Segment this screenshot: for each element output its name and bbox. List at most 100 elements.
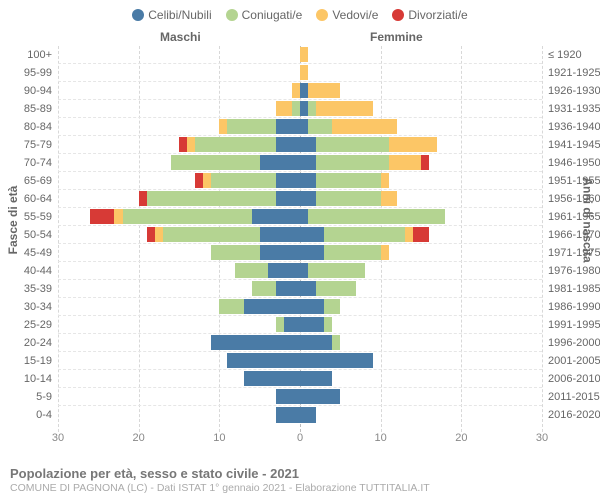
bar-segment (300, 119, 308, 134)
bar-segment (260, 227, 300, 242)
bar-segment (421, 155, 429, 170)
pyramid-row: 25-291991-1995 (58, 316, 542, 334)
bar-segment (227, 353, 300, 368)
bar-segment (300, 173, 316, 188)
bar-segment (284, 317, 300, 332)
plot-area: 100+≤ 192095-991921-192590-941926-193085… (58, 46, 542, 432)
bar-segment (203, 173, 211, 188)
bar-segment (300, 65, 308, 80)
birth-year-label: 1926-1930 (548, 82, 600, 100)
birth-year-label: ≤ 1920 (548, 46, 582, 64)
bar-segment (276, 281, 300, 296)
bar-segment (300, 209, 308, 224)
bar-segment (300, 227, 324, 242)
bar-segment (147, 227, 155, 242)
bar-segment (219, 299, 243, 314)
age-label: 55-59 (24, 208, 52, 226)
bar-segment (316, 137, 389, 152)
female-bar (300, 353, 373, 368)
birth-year-label: 2001-2005 (548, 352, 600, 370)
x-tick-label: 20 (455, 432, 467, 444)
birth-year-label: 1931-1935 (548, 100, 600, 118)
bar-segment (332, 335, 340, 350)
legend-item: Vedovi/e (316, 8, 378, 22)
bar-segment (300, 371, 332, 386)
bar-segment (389, 137, 437, 152)
y-axis-left-title: Fasce di età (6, 186, 20, 255)
pyramid-row: 90-941926-1930 (58, 82, 542, 100)
female-bar (300, 227, 429, 242)
bar-segment (300, 101, 308, 116)
bar-segment (90, 209, 114, 224)
female-bar (300, 191, 397, 206)
bar-segment (252, 281, 276, 296)
male-bar (171, 155, 300, 170)
birth-year-label: 1976-1980 (548, 262, 600, 280)
legend-label: Coniugati/e (242, 8, 303, 22)
age-label: 95-99 (24, 64, 52, 82)
bar-segment (227, 119, 275, 134)
bar-segment (211, 245, 259, 260)
birth-year-label: 2006-2010 (548, 370, 600, 388)
pyramid-row: 75-791941-1945 (58, 136, 542, 154)
pyramid-row: 60-641956-1960 (58, 190, 542, 208)
bar-segment (300, 263, 308, 278)
birth-year-label: 1951-1955 (548, 172, 600, 190)
age-label: 50-54 (24, 226, 52, 244)
bar-segment (244, 299, 300, 314)
female-bar (300, 335, 340, 350)
birth-year-label: 2011-2015 (548, 388, 600, 406)
bar-segment (300, 407, 316, 423)
bar-segment (316, 155, 389, 170)
birth-year-label: 1946-1950 (548, 154, 600, 172)
pyramid-row: 20-241996-2000 (58, 334, 542, 352)
legend-item: Divorziati/e (392, 8, 467, 22)
female-bar (300, 209, 445, 224)
x-tick-label: 10 (213, 432, 225, 444)
bar-segment (163, 227, 260, 242)
female-bar (300, 389, 340, 404)
male-bar (219, 119, 300, 134)
male-bar (244, 371, 300, 386)
bar-segment (316, 173, 381, 188)
pyramid-row: 45-491971-1975 (58, 244, 542, 262)
male-bar (90, 209, 300, 224)
pyramid-row: 40-441976-1980 (58, 262, 542, 280)
female-bar (300, 407, 316, 423)
legend-label: Divorziati/e (408, 8, 467, 22)
bar-segment (219, 119, 227, 134)
male-bar (211, 335, 300, 350)
bar-segment (300, 137, 316, 152)
male-bar (179, 137, 300, 152)
birth-year-label: 1966-1970 (548, 226, 600, 244)
bar-segment (300, 317, 324, 332)
bar-segment (123, 209, 252, 224)
pyramid-row: 30-341986-1990 (58, 298, 542, 316)
age-label: 10-14 (24, 370, 52, 388)
bar-segment (381, 245, 389, 260)
male-bar (235, 263, 300, 278)
bar-segment (308, 83, 340, 98)
bar-segment (308, 263, 364, 278)
bar-segment (276, 137, 300, 152)
x-tick-label: 30 (536, 432, 548, 444)
female-bar (300, 371, 332, 386)
pyramid-row: 55-591961-1965 (58, 208, 542, 226)
bar-segment (276, 101, 292, 116)
bar-segment (413, 227, 429, 242)
x-tick-label: 30 (52, 432, 64, 444)
bar-segment (300, 155, 316, 170)
bar-segment (324, 299, 340, 314)
legend-swatch (132, 9, 144, 21)
bar-segment (260, 245, 300, 260)
bar-segment (276, 389, 300, 404)
female-bar (300, 65, 308, 80)
bar-segment (244, 371, 300, 386)
bar-segment (316, 101, 372, 116)
bar-segment (292, 101, 300, 116)
age-label: 40-44 (24, 262, 52, 280)
bar-segment (300, 47, 308, 62)
legend-label: Vedovi/e (332, 8, 378, 22)
legend-swatch (226, 9, 238, 21)
bar-segment (195, 137, 276, 152)
